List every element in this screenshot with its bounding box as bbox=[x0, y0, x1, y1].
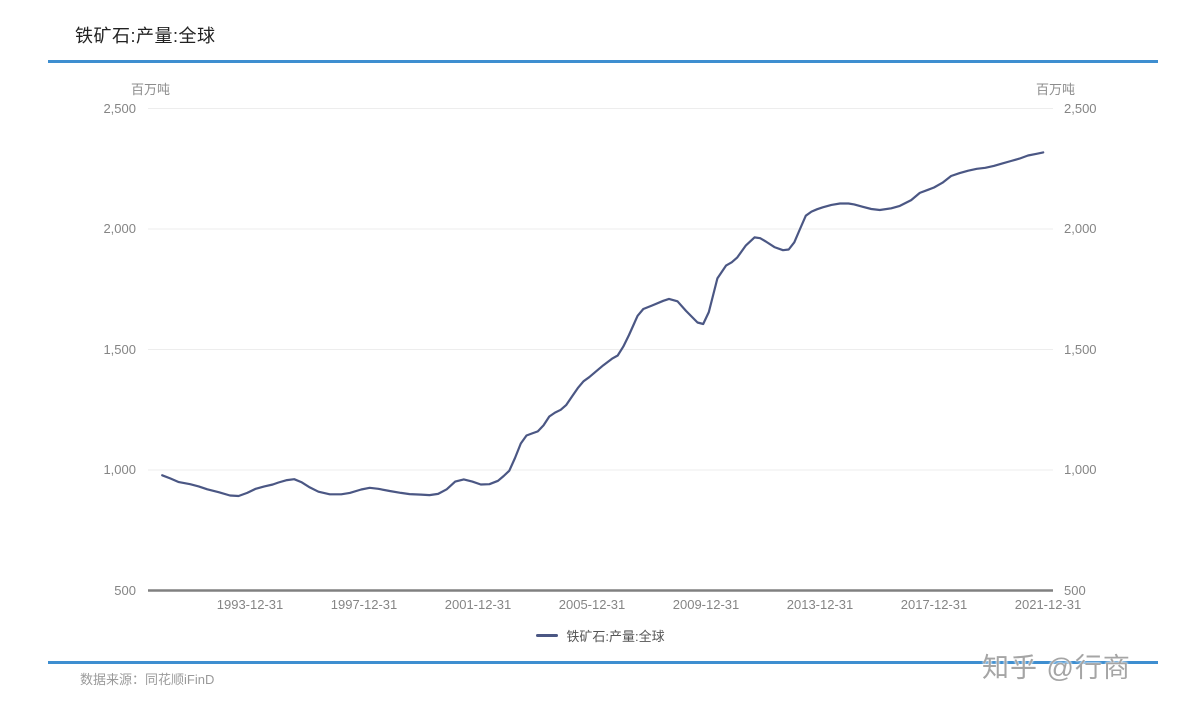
series-line-iron-ore-production bbox=[161, 151, 1045, 498]
legend-label: 铁矿石:产量:全球 bbox=[566, 628, 665, 644]
bottom-accent-rule bbox=[48, 661, 1158, 664]
y-tick-label-left: 1,000 bbox=[103, 462, 136, 477]
x-tick-label: 1993-12-31 bbox=[216, 597, 284, 612]
y-tick-label-right: 500 bbox=[1064, 582, 1086, 598]
y-tick-label-right: 2,000 bbox=[1064, 221, 1097, 236]
x-tick-label: 2005-12-31 bbox=[558, 597, 626, 612]
y-tick-label-right: 2,500 bbox=[1064, 100, 1097, 116]
y-tick-label-right: 1,000 bbox=[1064, 462, 1097, 477]
y-tick-label-left: 2,000 bbox=[103, 221, 136, 236]
x-tick-label: 2009-12-31 bbox=[672, 597, 740, 612]
page-title: 铁矿石:产量:全球 bbox=[75, 26, 216, 46]
top-accent-rule bbox=[48, 60, 1158, 63]
legend: 铁矿石:产量:全球 bbox=[148, 626, 1053, 644]
x-tick-label: 1997-12-31 bbox=[330, 597, 398, 612]
data-source-note: 数据来源：同花顺iFinD bbox=[80, 672, 215, 687]
x-tick-label: 2021-12-31 bbox=[1014, 597, 1082, 612]
legend-line-swatch bbox=[536, 633, 559, 637]
y-tick-label-left: 2,500 bbox=[103, 100, 136, 116]
y-tick-label-left: 500 bbox=[114, 582, 136, 598]
y-tick-label-left: 1,500 bbox=[103, 341, 136, 357]
x-tick-label: 2001-12-31 bbox=[444, 597, 512, 612]
y-axis-unit-right: 百万吨 bbox=[1036, 82, 1076, 97]
y-tick-label-right: 1,500 bbox=[1064, 341, 1097, 357]
watermark-text: 知乎 @行商 bbox=[982, 653, 1131, 683]
x-tick-label: 2017-12-31 bbox=[900, 597, 968, 612]
x-tick-label: 2013-12-31 bbox=[786, 597, 854, 612]
y-axis-unit-left: 百万吨 bbox=[130, 82, 170, 97]
